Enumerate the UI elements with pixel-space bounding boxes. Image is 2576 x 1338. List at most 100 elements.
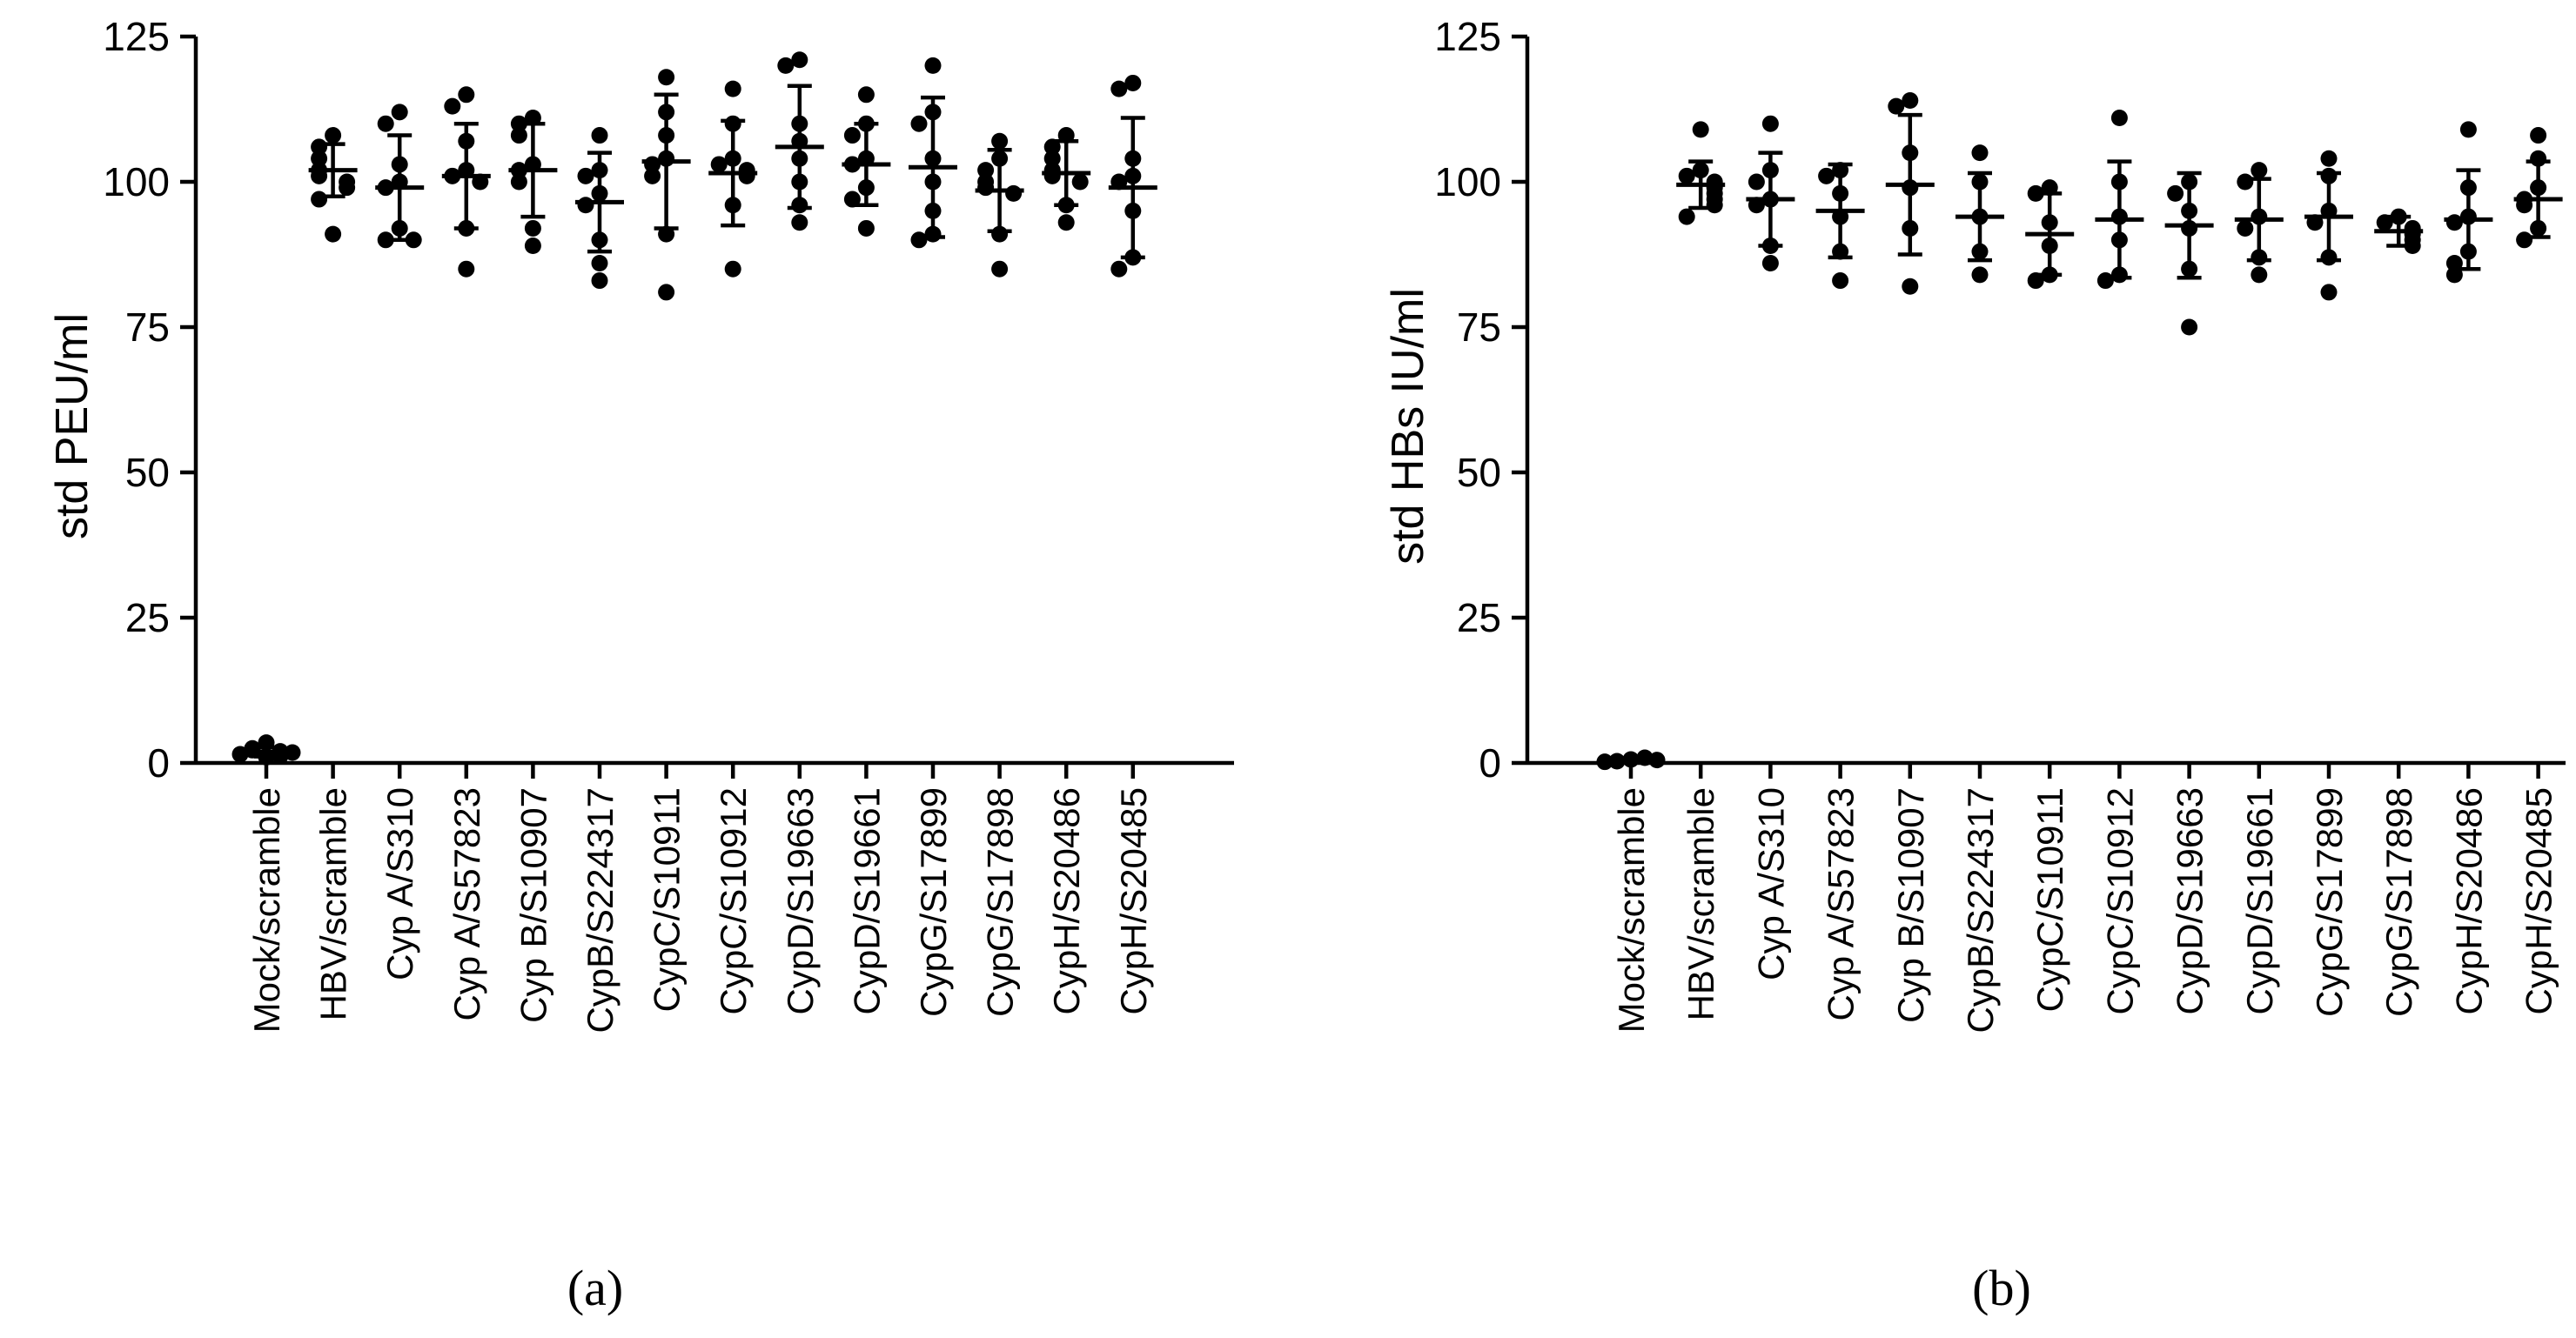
panel-b-data-point <box>1832 208 1849 225</box>
panel-b-data-point <box>1971 208 1989 225</box>
panel-a-data-point <box>577 197 594 214</box>
panel-a-data-point <box>724 115 741 132</box>
panel-b-data-point <box>1761 162 1779 179</box>
panel-b-y-tick-label: 125 <box>1434 14 1501 59</box>
panel-a-data-point <box>325 127 342 144</box>
panel-b-data-point <box>1748 173 1765 191</box>
panel-a-data-point <box>644 167 661 184</box>
panel-a-x-tick-label: HBV/scramble <box>313 787 354 1020</box>
panel-a-data-point <box>644 156 661 173</box>
panel-a-data-point <box>524 110 541 127</box>
panel-a-data-point <box>1043 138 1061 156</box>
panel-b-data-point <box>2027 184 2044 202</box>
panel-b-data-point <box>1678 208 1695 225</box>
panel-b-data-point <box>1622 751 1640 768</box>
panel-b-data-point <box>1832 243 1849 260</box>
panel-a-x-tick-label: CypC/S10911 <box>647 787 688 1012</box>
panel-b-data-point <box>2516 231 2533 249</box>
panel-a-data-point <box>1124 150 1142 167</box>
panel-b-data-point <box>1761 237 1779 254</box>
panel-b-data-point <box>1902 278 1919 295</box>
panel-a-data-point <box>1043 167 1061 184</box>
panel-a-x-tick-label: CypD/S19663 <box>780 787 821 1015</box>
panel-a-data-point <box>791 51 808 69</box>
panel-a-data-point <box>510 127 527 144</box>
panel-a-data-point <box>991 260 1009 278</box>
panel-b-y-tick-label: 25 <box>1457 595 1501 640</box>
panel-b-x-tick-label: CypH/S20486 <box>2448 787 2489 1015</box>
panel-b-data-point <box>2459 179 2477 197</box>
panel-a-x-tick-label: Cyp A/S57823 <box>446 787 487 1021</box>
panel-b-data-point <box>2110 110 2128 127</box>
panel-a-data-point <box>724 197 741 214</box>
panel-b-data-point <box>2251 266 2268 284</box>
panel-a-data-point <box>658 284 675 301</box>
panel-a-data-point <box>791 197 808 214</box>
panel-a-data-point <box>591 127 608 144</box>
panel-a-data-point <box>1110 260 1128 278</box>
panel-a-data-point <box>524 219 541 237</box>
panel-b-data-point <box>2041 237 2058 254</box>
panel-a-data-point <box>977 179 995 197</box>
panel-a-data-point <box>658 150 675 167</box>
panel-a-data-point <box>339 179 356 197</box>
panel-b-data-point <box>1902 144 1919 162</box>
panel-a-data-point <box>311 150 328 167</box>
panel-b-data-point <box>1596 753 1613 771</box>
panel-b-data-point <box>1902 91 1919 109</box>
panel-a-data-point <box>1057 197 1075 214</box>
panel-a-data-point <box>472 173 489 191</box>
panel-a-y-tick-label: 75 <box>125 304 170 350</box>
panel-a-data-point <box>857 219 875 237</box>
panel-b-data-point <box>2390 208 2407 225</box>
panel-a-data-point <box>977 162 995 179</box>
panel-b-chart: std HBs IU/ml (b) 0 25 50 75 100 125 Mock/scra… <box>1383 14 2566 1316</box>
panel-a-chart: std PEU/ml (a) 0 25 50 75 100 125 Mock/scrambl… <box>47 14 1234 1316</box>
panel-a-data-point <box>1057 214 1075 231</box>
panel-a-data-point <box>405 231 422 249</box>
panel-a-data-point <box>524 156 541 173</box>
panel-b-data-point <box>2167 184 2184 202</box>
panel-a-data-point <box>510 162 527 179</box>
panel-a-data-point <box>1124 202 1142 219</box>
panel-a-data-point <box>710 156 728 173</box>
panel-a-data-point <box>1057 127 1075 144</box>
panel-a-data-point <box>724 150 741 167</box>
panel-a-data-point <box>458 260 475 278</box>
panel-a-data-point <box>458 162 475 179</box>
panel-b-data-point <box>2181 260 2198 278</box>
panel-a-y-tick-label: 0 <box>147 740 170 786</box>
panel-b-data-point <box>2041 214 2058 231</box>
panel-a-data-point <box>910 115 928 132</box>
panel-b-data-point <box>2110 208 2128 225</box>
panel-b-data-point <box>1692 162 1709 179</box>
panel-b-data-point <box>2027 272 2044 290</box>
panel-a-data-point <box>391 219 408 237</box>
panel-b-x-tick-label: CypB/S224317 <box>1960 787 2001 1034</box>
panel-a-data-point <box>924 104 942 121</box>
panel-b-data-point <box>2320 167 2338 184</box>
panel-a-data-point <box>325 225 342 243</box>
panel-b-x-tick-label: CypC/S10912 <box>2099 787 2140 1015</box>
panel-b-data-point <box>1902 219 1919 237</box>
panel-a-data-point <box>777 57 795 74</box>
panel-b-x-tick-label: CypG/S17899 <box>2309 787 2350 1017</box>
panel-a-data-point <box>1124 74 1142 91</box>
panel-b-data-point <box>1761 255 1779 272</box>
panel-a-data-point <box>458 132 475 150</box>
panel-b-data-point <box>2445 255 2463 272</box>
panel-a-data-point <box>510 115 527 132</box>
panel-a-data-point <box>724 80 741 97</box>
panel-a-data-point <box>857 150 875 167</box>
panel-a-data-point <box>658 104 675 121</box>
panel-b-data-point <box>2404 237 2421 254</box>
panel-b-label: (b) <box>1972 1260 2031 1316</box>
panel-b-x-tick-label: CypC/S10911 <box>2029 787 2070 1012</box>
panel-b-y-axis-label: std HBs IU/ml <box>1383 288 1433 565</box>
panel-b-x-tick-label: Mock/scramble <box>1611 787 1652 1033</box>
panel-a-x-tick-label: CypB/S224317 <box>580 787 621 1034</box>
panel-a-data-point <box>1124 249 1142 266</box>
panel-a-data-point <box>924 150 942 167</box>
panel-a-data-point <box>444 167 461 184</box>
